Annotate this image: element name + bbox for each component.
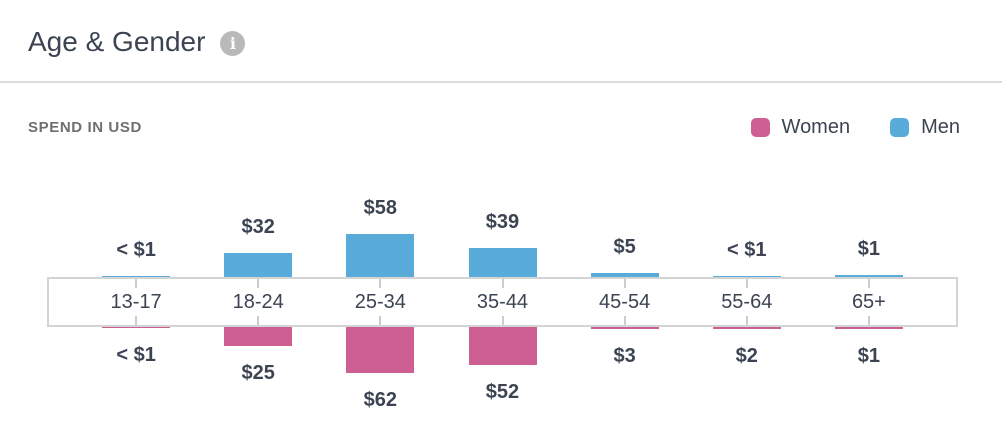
value-label-men-18-24: $32 [241, 216, 275, 239]
bar-men-55-64 [712, 276, 781, 277]
bar-men-25-34 [346, 234, 415, 277]
axis-tick-bottom-55-64 [745, 316, 748, 325]
value-label-men-13-17: < $1 [116, 239, 156, 261]
bar-women-55-64 [712, 327, 781, 329]
value-label-women-55-64: $2 [735, 345, 758, 367]
bar-men-13-17 [102, 276, 171, 277]
bar-men-18-24 [224, 253, 293, 277]
spend-in-usd-label: SPEND IN USD [28, 119, 142, 136]
value-label-women-35-44: $52 [485, 381, 520, 404]
category-label-55-64: 55-64 [721, 291, 773, 313]
axis-tick-bottom-35-44 [501, 316, 504, 325]
bar-women-25-34 [346, 327, 415, 373]
bar-women-18-24 [224, 327, 293, 346]
axis-tick-bottom-18-24 [257, 316, 260, 325]
value-label-men-65+: $1 [857, 238, 881, 260]
category-label-18-24: 18-24 [232, 291, 284, 313]
bar-women-45-54 [590, 327, 659, 330]
axis-tick-bottom-13-17 [135, 316, 138, 325]
bar-men-45-54 [590, 273, 659, 277]
value-label-men-55-64: < $1 [727, 239, 767, 261]
axis-tick-bottom-65+ [867, 316, 870, 325]
value-label-men-25-34: $58 [363, 197, 398, 220]
chart-legend: Women Men [711, 116, 960, 139]
axis-tick-top-55-64 [745, 279, 748, 288]
axis-tick-top-45-54 [623, 279, 626, 288]
value-label-men-45-54: $5 [613, 236, 636, 259]
category-label-35-44: 35-44 [476, 291, 529, 313]
value-label-men-35-44: $39 [485, 211, 520, 234]
axis-tick-top-13-17 [135, 279, 138, 288]
value-label-women-45-54: $3 [613, 345, 636, 368]
men-swatch-icon [890, 118, 910, 137]
axis-tick-top-65+ [867, 279, 870, 288]
women-swatch-icon [750, 118, 770, 137]
bar-women-35-44 [468, 327, 537, 366]
bar-women-13-17 [102, 327, 171, 328]
info-icon[interactable]: i [220, 31, 246, 56]
axis-tick-top-35-44 [501, 279, 504, 288]
bar-women-65+ [834, 327, 903, 329]
bar-men-65+ [834, 275, 903, 277]
axis-tick-top-25-34 [379, 279, 382, 288]
legend-label-men: Men [921, 116, 960, 138]
category-label-45-54: 45-54 [599, 291, 651, 313]
axis-tick-bottom-45-54 [623, 316, 626, 325]
category-label-25-34: 25-34 [354, 291, 406, 313]
category-label-65+: 65+ [851, 291, 886, 313]
value-label-women-18-24: $25 [241, 361, 275, 384]
legend-item-men[interactable]: Men [890, 116, 960, 139]
axis-tick-top-18-24 [257, 279, 260, 288]
category-label-13-17: 13-17 [110, 291, 162, 313]
bar-men-35-44 [468, 248, 537, 277]
value-label-women-65+: $1 [857, 345, 881, 367]
meta-row: SPEND IN USD Women Men [0, 116, 1002, 139]
value-label-women-25-34: $62 [363, 388, 398, 411]
page-title: Age & Gender [28, 26, 206, 57]
legend-label-women: Women [781, 116, 851, 138]
age-gender-chart: 13-17 < $1 < $1 18-24 $32 $25 25-34 $58 $62 35-44… [0, 160, 1002, 438]
card-header: Age & Gender i [0, 0, 1002, 62]
axis-tick-bottom-25-34 [379, 316, 382, 325]
header-divider [0, 81, 1002, 83]
value-label-women-13-17: < $1 [116, 344, 156, 366]
legend-item-women[interactable]: Women [750, 116, 851, 139]
